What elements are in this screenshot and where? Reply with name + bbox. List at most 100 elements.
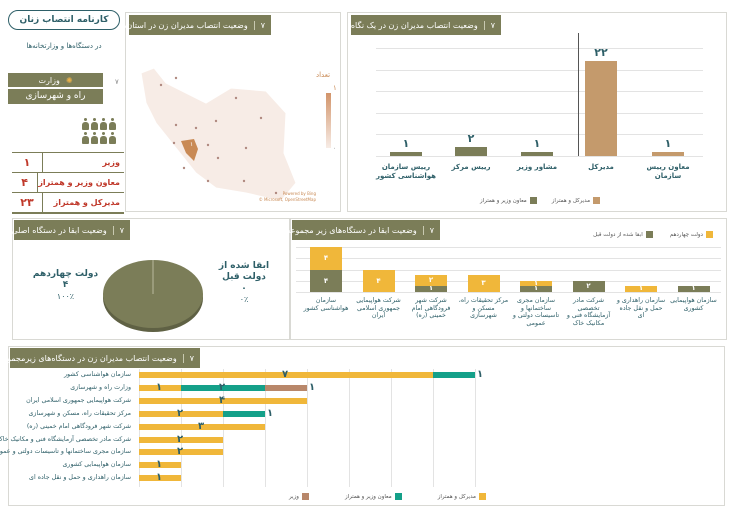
woman-icon	[109, 118, 116, 130]
summary-row: وزیر ١	[12, 152, 124, 172]
bar-segment[interactable]	[433, 372, 475, 378]
bar-segment[interactable]: ۳	[467, 275, 500, 292]
legend-label: معاون وزیر و همتراز	[480, 198, 527, 204]
bar-segment[interactable]: ۱	[625, 286, 657, 292]
bar-segment[interactable]: ۴	[310, 269, 342, 292]
bar-segment[interactable]	[223, 410, 265, 417]
bar-segment[interactable]	[139, 372, 433, 378]
category-separator	[578, 33, 579, 156]
legend-swatch	[394, 493, 402, 500]
map-legend-gradient	[326, 93, 331, 148]
category-label: مدیرکل	[588, 163, 614, 171]
bar-segment[interactable]	[139, 449, 223, 456]
brand-subtitle: در دستگاه‌ها و وزارتخانه‌ها	[26, 42, 102, 50]
summary-row: معاون وزیر و همتراز ۴	[12, 172, 124, 192]
woman-icon	[91, 132, 98, 144]
bar-segment[interactable]	[139, 436, 223, 443]
legend-label: مدیرکل و همتراز	[437, 494, 476, 500]
legend-label: وزیر	[289, 494, 299, 500]
bar-segment[interactable]: ۱	[677, 286, 710, 292]
category-label: شرکت مادر تخصصی آزمایشگاه فنی و مکانیک خ…	[0, 435, 131, 443]
data-label: ۱	[309, 381, 316, 393]
bar-segment[interactable]	[181, 384, 265, 391]
legend-swatch	[593, 197, 601, 204]
bar-segment[interactable]	[139, 423, 265, 430]
pie-chart	[103, 260, 203, 332]
bar[interactable]	[585, 60, 617, 156]
glance-panel: ٧ وضعیت انتصاب مدیران زن در یک نگاه ۱ معاو…	[347, 12, 727, 212]
category-label: شرکت مادر تخصصی آزمایشگاه فنی و مکانیک خ…	[566, 297, 611, 327]
category-label: معاون رییس سازمان	[646, 163, 690, 180]
category-label: سازمان راهداری و حمل و نقل جاده ای	[616, 297, 666, 320]
gridline-vertical	[475, 369, 476, 487]
bar-segment[interactable]	[139, 397, 307, 404]
woman-icon	[91, 118, 98, 130]
bar-segment[interactable]	[139, 410, 223, 417]
summary-count: ١	[23, 156, 31, 169]
legend-swatch	[479, 493, 486, 500]
bar-segment[interactable]	[139, 462, 181, 469]
woman-icon	[100, 132, 107, 144]
woman-head	[102, 132, 105, 135]
category-label: سازمان راهداری و حمل و نقل جاده ای	[29, 474, 131, 482]
bar[interactable]	[652, 151, 684, 156]
gridline	[376, 48, 703, 49]
data-label: ۲	[219, 381, 226, 393]
gridline	[376, 156, 703, 157]
legend: مدیرکل و همتراز معاون وزیر و همتراز	[468, 197, 603, 204]
bar-segment[interactable]: ۲	[415, 275, 447, 287]
bar-segment[interactable]: ۱	[520, 280, 552, 287]
woman-head	[84, 132, 87, 135]
data-label: ۷	[282, 369, 289, 380]
pie-label-right: ابقا شده از دولت قبل ٠ ٪٠	[218, 261, 270, 304]
bar-segment[interactable]	[265, 384, 307, 391]
woman-body	[100, 121, 107, 130]
woman-body	[82, 121, 89, 130]
bar[interactable]	[390, 151, 422, 156]
legend-swatch	[529, 197, 537, 204]
bar-segment[interactable]: ۱	[415, 286, 447, 292]
category-label: شرکت هواپیمایی جمهوری اسلامی ایران	[26, 396, 131, 404]
data-label: ۱	[267, 407, 274, 419]
legend-label: دولت چهاردهم	[669, 232, 703, 238]
legend-swatch	[645, 231, 653, 238]
iran-outline	[140, 67, 297, 202]
bar-segment[interactable]: ۲	[572, 280, 605, 292]
map-legend-min: ٠	[333, 145, 337, 152]
category-label: رییس مرکز	[451, 163, 491, 171]
summary-role: معاون وزیر و همتراز	[37, 173, 124, 192]
bar-segment[interactable]: ۴	[362, 269, 395, 292]
woman-head	[102, 118, 105, 121]
bar[interactable]	[521, 151, 553, 156]
women-icons	[82, 118, 122, 146]
data-label: ۱	[156, 459, 163, 471]
gridline-vertical	[349, 369, 350, 487]
sun-icon: ✺	[65, 75, 73, 85]
data-label: ۴	[219, 394, 226, 406]
map-legend-title: تعداد	[316, 71, 331, 79]
bar-segment[interactable]: ۱	[520, 286, 552, 292]
gridline	[376, 69, 703, 71]
category-label: وزارت راه و شهرسازی	[70, 383, 131, 391]
woman-body	[91, 135, 98, 144]
category-label: مشاور وزیر	[516, 163, 558, 171]
category-label: سازمان مجری ساختمانها و تاسیسات دولتی و …	[0, 448, 131, 456]
gridline	[296, 269, 721, 271]
category-label: شرکت هواپیمایی جمهوری اسلامی ایران	[356, 297, 401, 320]
gridline-vertical	[433, 369, 434, 487]
category-label: سازمان هواشناسی کشور	[303, 297, 349, 312]
summary-role: مدیرکل و همتراز	[42, 193, 124, 212]
iran-map[interactable]	[136, 53, 306, 203]
legend-swatch	[706, 231, 713, 238]
retention-panel: ٧ وضعیت ابقا در دستگاه‌های زیر مجموعه دول…	[286, 218, 727, 340]
category-label: مرکز تحقیقات راه، مسکن و شهرسازی	[28, 409, 131, 417]
bar[interactable]	[455, 147, 487, 156]
data-label: ۱	[402, 136, 410, 150]
gridline	[296, 247, 721, 249]
bar-segment[interactable]	[139, 384, 181, 391]
bar-segment[interactable]	[139, 475, 181, 482]
panel-header: ٧ وضعیت انتصاب مدیران زن در استان‌ها	[120, 15, 271, 35]
category-label: سازمان هواپیمایی کشوری	[62, 461, 131, 469]
woman-body	[109, 121, 116, 130]
bar-segment[interactable]: ۴	[310, 247, 342, 270]
